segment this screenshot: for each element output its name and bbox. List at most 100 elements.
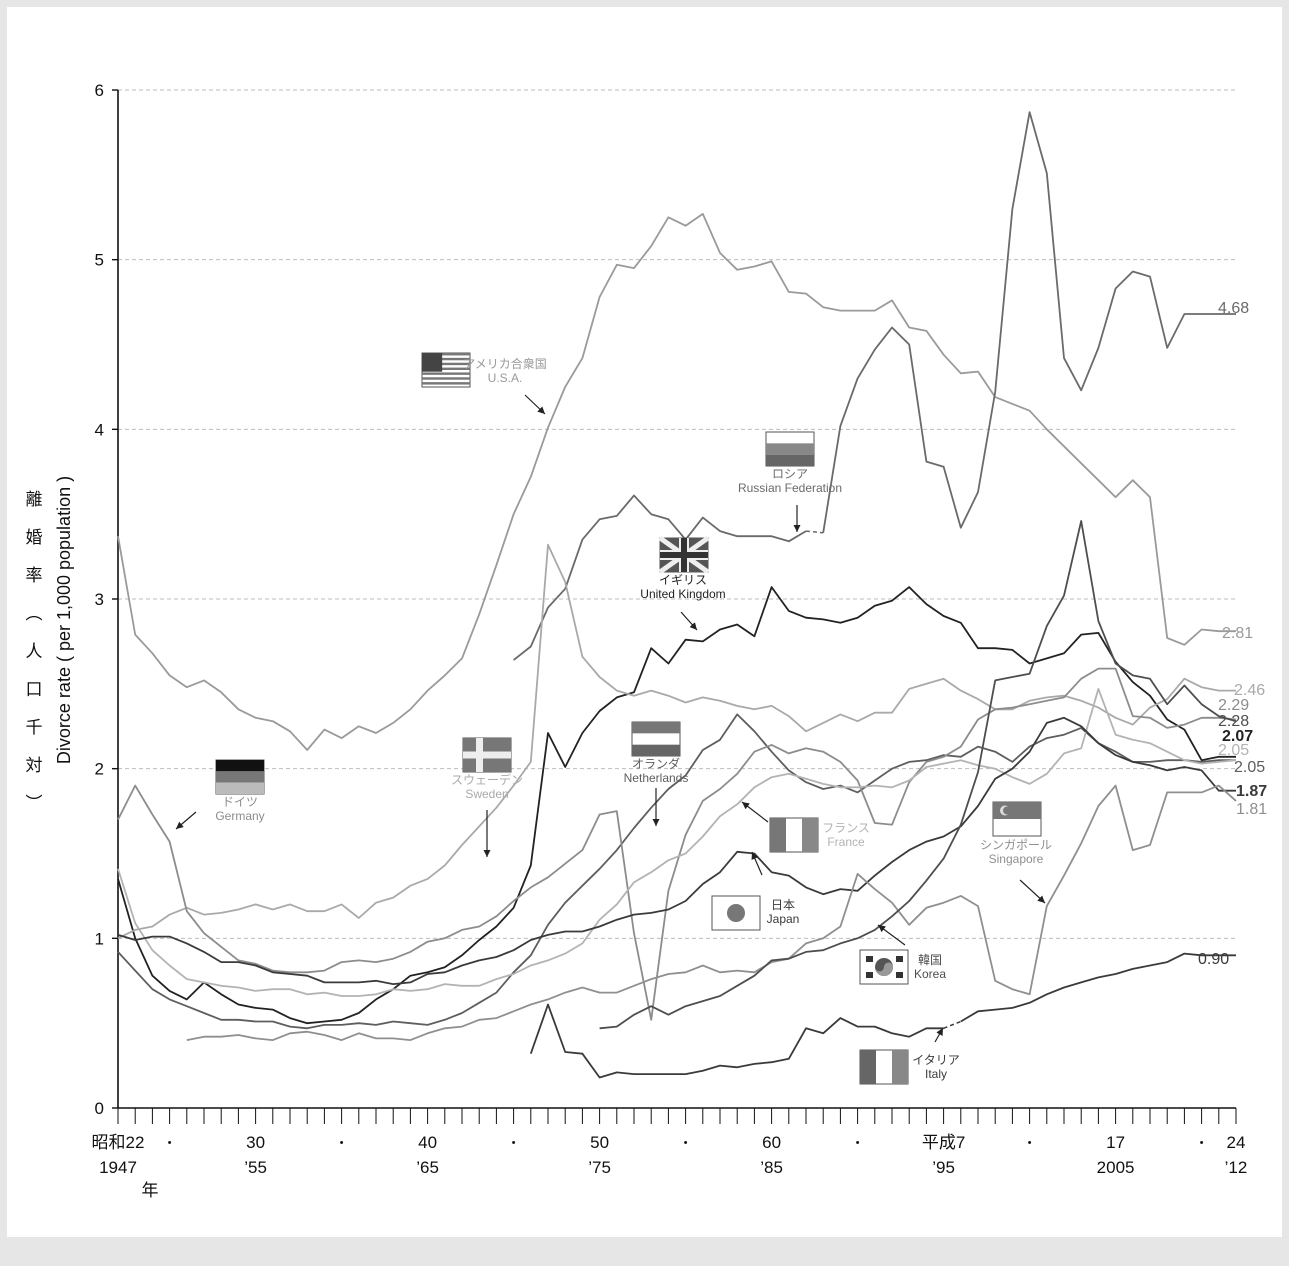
end-label-sweden: 2.46 (1234, 682, 1265, 699)
x-tick-dot: ・ (1195, 1135, 1209, 1151)
pointer-arrow (524, 394, 546, 415)
series-label-jp-singapore: シンガポール (980, 838, 1052, 852)
italy-flag-icon (859, 1049, 909, 1085)
series-label-jp-netherlands: オランダ (632, 756, 680, 771)
end-label-germany: 2.29 (1218, 697, 1249, 714)
x-tick-label-en: ’12 (1225, 1158, 1248, 1177)
x-tick-label-en: 2005 (1097, 1158, 1135, 1177)
japan-flag-icon (711, 895, 761, 931)
x-tick-label-jp: 24 (1227, 1133, 1246, 1152)
korea-flag-icon (859, 949, 909, 985)
y-axis-title-jp-char: 千 (26, 718, 43, 737)
series-line-korea (599, 520, 1237, 1030)
y-axis-title-jp-char: 対 (26, 756, 43, 775)
x-tick-dot: ・ (335, 1135, 349, 1151)
x-unit-label: 年 (142, 1181, 159, 1200)
x-tick-label-en: ’55 (244, 1158, 267, 1177)
y-tick-label: 5 (95, 251, 104, 270)
x-tick-label-en: ’65 (416, 1158, 439, 1177)
x-tick-label-jp: 30 (246, 1133, 265, 1152)
series-line-russian-federation (513, 111, 1236, 661)
russian-federation-flag-icon (765, 431, 815, 467)
x-tick-label-jp: 50 (590, 1133, 609, 1152)
sweden-flag-icon (462, 737, 512, 773)
pointer-arrow (1019, 879, 1046, 904)
series-line-singapore (186, 784, 1237, 1041)
y-tick-label: 1 (95, 929, 104, 948)
series-label-en-singapore: Singapore (989, 852, 1044, 866)
end-label-united-kingdom: 2.07 (1222, 728, 1253, 745)
series-line-france (117, 688, 1237, 997)
x-tick-label-jp: 平成7 (922, 1133, 965, 1152)
series-label-jp-korea: 韓国 (918, 953, 942, 967)
series-label-jp-france: フランス (822, 821, 870, 835)
end-label-italy: 0.90 (1198, 951, 1229, 968)
end-label-singapore: 1.81 (1236, 801, 1267, 818)
series-line-united-kingdom (117, 586, 1236, 1025)
x-tick-dot: ・ (851, 1135, 865, 1151)
x-tick-label-jp: 17 (1106, 1133, 1125, 1152)
x-tick-dot: ・ (1023, 1135, 1037, 1151)
netherlands-flag-icon (631, 721, 681, 757)
x-tick-label-jp: 60 (762, 1133, 781, 1152)
series-gap-russian-federation (805, 530, 824, 534)
series-label-en-france: France (827, 835, 865, 849)
plot-panel (7, 7, 1282, 1237)
u-s-a--flag-icon (421, 352, 471, 388)
series-label-en-korea: Korea (914, 967, 946, 981)
x-tick-label-en: ’75 (588, 1158, 611, 1177)
pointer-arrow (751, 851, 763, 876)
y-axis-title-jp-char: 離 (26, 490, 43, 509)
france-flag-icon (769, 817, 819, 853)
series-label-en-japan: Japan (767, 912, 800, 926)
series-label-jp-germany: ドイツ (222, 795, 258, 809)
y-tick-label: 6 (95, 81, 104, 100)
y-tick-label: 0 (95, 1099, 104, 1118)
series-label-en-united-kingdom: United Kingdom (640, 587, 725, 601)
y-tick-label: 3 (95, 590, 104, 609)
end-label-netherlands: 2.05 (1234, 759, 1265, 776)
series-line-netherlands (117, 713, 1236, 1030)
series-gap-italy (943, 1020, 962, 1029)
y-tick-label: 2 (95, 760, 104, 779)
x-tick-dot: ・ (679, 1135, 693, 1151)
united-kingdom-flag-icon (658, 535, 710, 575)
end-label-korea: 2.28 (1218, 713, 1249, 730)
y-axis-title-jp-char: 率 (26, 566, 43, 585)
germany-flag-icon (215, 759, 265, 795)
series-label-jp-italy: イタリア (912, 1053, 960, 1067)
pointer-arrow (175, 811, 197, 830)
y-axis-title-jp-char: ︵ (26, 604, 43, 623)
series-label-en-italy: Italy (925, 1067, 947, 1081)
series-label-en-russian-federation: Russian Federation (738, 481, 842, 495)
series-label-jp-united-kingdom: イギリス (659, 573, 707, 587)
y-tick-label: 4 (95, 420, 104, 439)
pointer-arrow (934, 1027, 944, 1043)
series-line-italy (529, 952, 1236, 1079)
series-line-sweden (117, 543, 1236, 940)
y-axis-title-jp-char: 人 (26, 642, 43, 661)
x-tick-label-jp: 昭和22 (92, 1133, 145, 1152)
end-label-russian-federation: 4.68 (1218, 300, 1249, 317)
series-label-jp-russian-federation: ロシア (772, 467, 808, 481)
series-line-germany (117, 667, 1237, 1021)
series-label-en-netherlands: Netherlands (624, 771, 689, 785)
series-label-en-sweden: Sweden (465, 787, 508, 801)
x-tick-label-jp: 40 (418, 1133, 437, 1152)
series-label-en-u-s-a-: U.S.A. (488, 371, 523, 385)
end-label-u-s-a-: 2.81 (1222, 625, 1253, 642)
x-tick-label-en: ’85 (760, 1158, 783, 1177)
y-axis-title-jp-char: 口 (26, 680, 43, 699)
series-label-jp-sweden: スウェーデン (451, 772, 523, 787)
series-line-japan (117, 716, 1236, 985)
y-axis-title-jp-char: ︶ (26, 794, 43, 813)
pointer-arrow (741, 801, 769, 823)
y-axis-title-jp-char: 婚 (26, 528, 43, 547)
series-label-en-germany: Germany (215, 809, 264, 823)
x-tick-label-en: 1947 (99, 1158, 137, 1177)
pointer-arrow (877, 924, 906, 946)
series-label-jp-u-s-a-: アメリカ合衆国 (463, 356, 546, 371)
series-label-jp-japan: 日本 (771, 898, 795, 912)
